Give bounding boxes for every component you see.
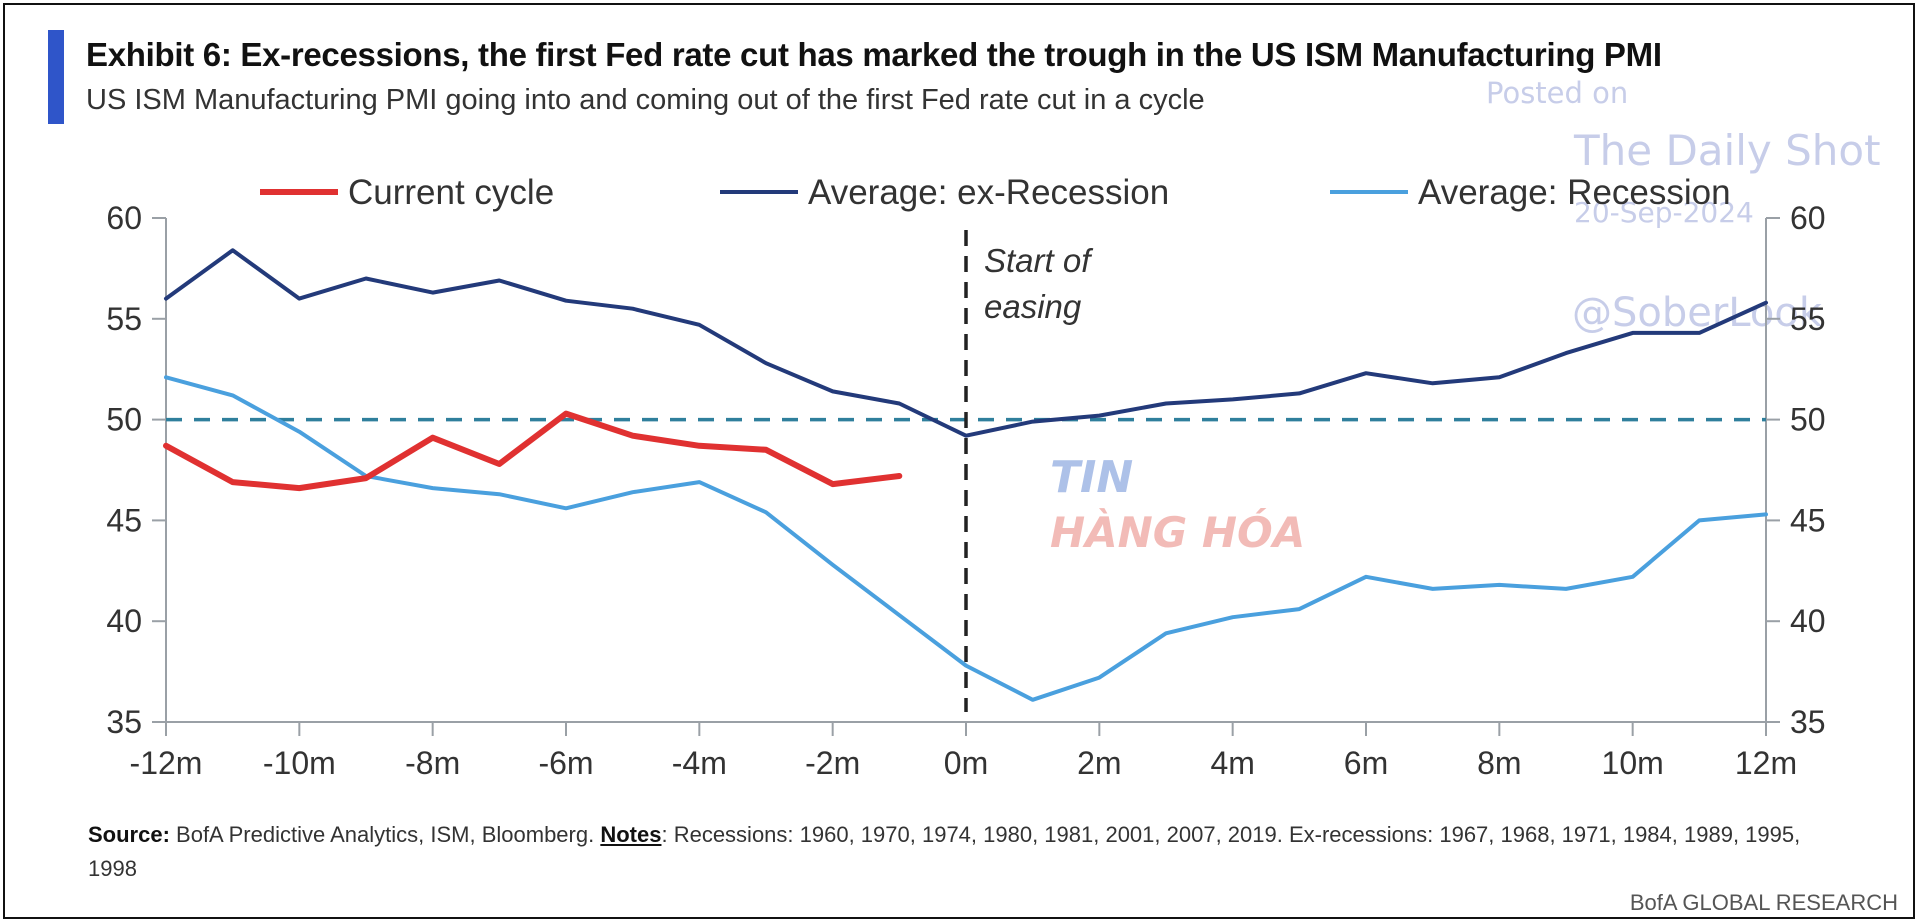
annotation-start-of: Start of [984, 242, 1094, 279]
x-tick-label: 0m [944, 745, 988, 781]
watermark-posted: Posted on [1486, 76, 1629, 110]
reference-lines [166, 230, 1766, 712]
y-tick-label-left: 55 [106, 301, 142, 337]
legend-label-ex-recession: Average: ex-Recession [808, 173, 1169, 212]
source-text: BofA Predictive Analytics, ISM, Bloomber… [169, 822, 601, 847]
y-tick-label-left: 50 [106, 402, 142, 438]
brand-label: BofA GLOBAL RESEARCH [1629, 890, 1898, 915]
y-tick-label-left: 40 [106, 603, 142, 639]
watermark-date: 20-Sep-2024 [1574, 196, 1754, 229]
x-tick-label: -4m [672, 745, 727, 781]
x-tick-label: -6m [538, 745, 593, 781]
logo-line2: HÀNG HÓA [1050, 508, 1306, 557]
y-tick-label-right: 55 [1790, 301, 1826, 337]
annotation: Start of easing [984, 242, 1094, 325]
legend-label-recession: Average: Recession [1418, 173, 1731, 212]
chart-frame [3, 3, 1915, 919]
line-chart: 35 35 40 40 45 45 50 50 55 55 60 60 -12m -10m -8m -6m -4… [106, 173, 1825, 781]
y-tick-label-left: 35 [106, 704, 142, 740]
watermark-name: The Daily Shot [1574, 126, 1881, 175]
annotation-easing: easing [984, 288, 1082, 325]
source-label: Source: [88, 822, 170, 847]
logo-line1: TIN [1050, 452, 1134, 503]
legend: Current cycle Average: ex-Recession Averag… [260, 173, 1731, 212]
x-tick-label: -10m [263, 745, 336, 781]
x-tick-label: -12m [130, 745, 203, 781]
watermark-handle: @SoberLook [1572, 290, 1822, 336]
x-tick-label: 10m [1602, 745, 1664, 781]
y-tick-label-right: 40 [1790, 603, 1826, 639]
series-line-ex-recession [164, 248, 1768, 438]
series-line-recession [164, 375, 1768, 702]
x-tick-label: 2m [1077, 745, 1121, 781]
series-line-current [163, 410, 903, 492]
notes-label: Notes [600, 822, 662, 847]
y-tick-label-left: 45 [106, 502, 142, 538]
axes: 35 35 40 40 45 45 50 50 55 55 60 60 -12m -10m -8m -6m -4… [106, 200, 1825, 781]
x-tick-label: 6m [1344, 745, 1388, 781]
x-tick-label: -8m [405, 745, 460, 781]
chart-title: Exhibit 6: Ex-recessions, the first Fed … [86, 36, 1662, 73]
source-notes: Source: BofA Predictive Analytics, ISM, … [88, 818, 1848, 886]
y-tick-label-right: 45 [1790, 502, 1826, 538]
x-tick-label: 8m [1477, 745, 1521, 781]
legend-label-current: Current cycle [348, 173, 554, 212]
y-tick-label-right: 35 [1790, 704, 1826, 740]
x-tick-label: -2m [805, 745, 860, 781]
x-tick-label: 4m [1210, 745, 1254, 781]
y-tick-label-left: 60 [106, 200, 142, 236]
notes-text: : Recessions: 1960, 1970, 1974, 1980, 19… [88, 822, 1801, 881]
x-tick-label: 12m [1735, 745, 1797, 781]
accent-bar [48, 30, 64, 124]
y-tick-label-right: 60 [1790, 200, 1826, 236]
chart-subtitle: US ISM Manufacturing PMI going into and … [86, 84, 1205, 116]
y-tick-label-right: 50 [1790, 402, 1826, 438]
series-lines [163, 248, 1768, 702]
